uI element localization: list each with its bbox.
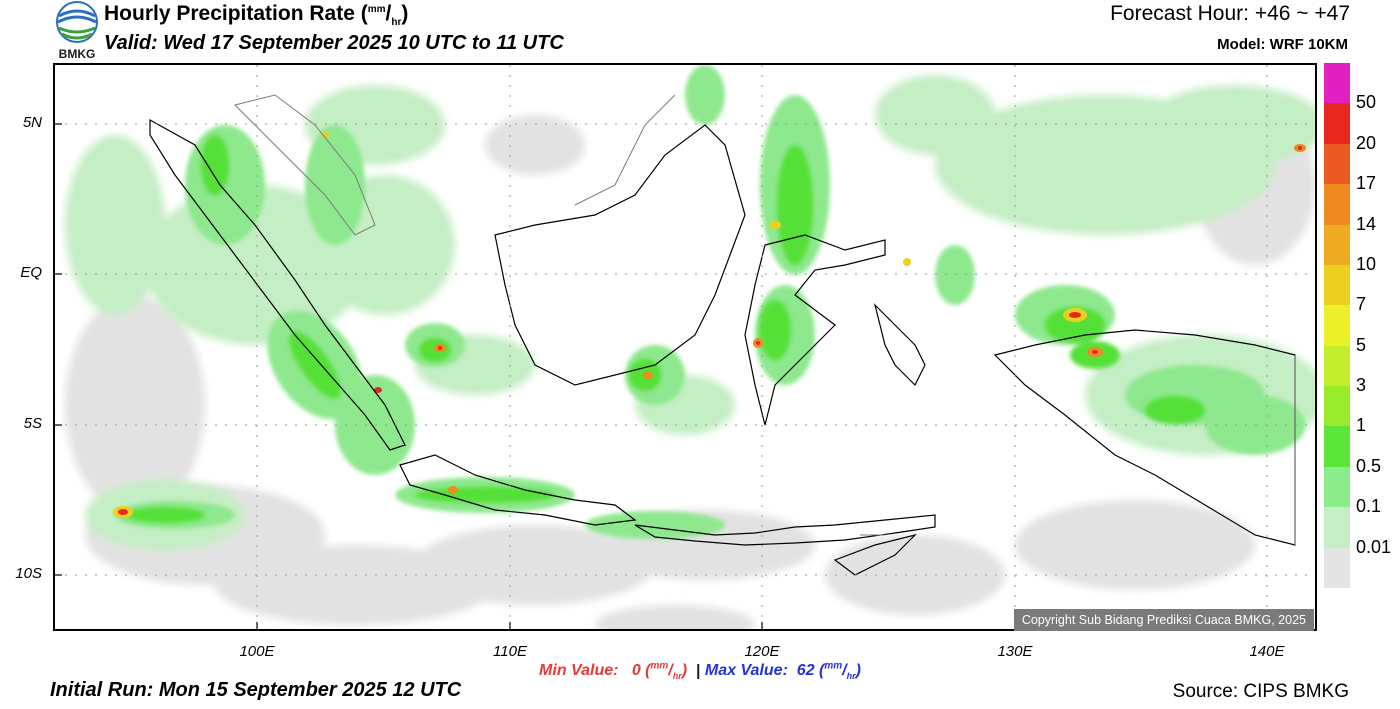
graticule [55, 65, 1315, 629]
intense-rain-cells [113, 132, 1306, 518]
title-text: Hourly Precipitation Rate ( [104, 2, 368, 25]
source-credit: Source: CIPS BMKG [1172, 681, 1349, 702]
colorbar-label: 0.5 [1356, 455, 1382, 476]
colorbar-label: 17 [1356, 173, 1377, 194]
lon-label-110e: 110E [493, 643, 527, 660]
colorbar-label: 5 [1356, 334, 1367, 355]
max-value: 62 [796, 662, 815, 680]
colorbar-label: 0.1 [1356, 496, 1382, 517]
max-unit-top: mm [824, 661, 843, 672]
colorbar-segment [1324, 547, 1350, 589]
logo-text: BMKG [58, 47, 96, 61]
lon-label-130e: 130E [997, 643, 1033, 660]
lon-label-140e: 140E [1249, 643, 1285, 660]
colorbar [1324, 63, 1350, 589]
colorbar-label: 0.01 [1356, 536, 1392, 557]
colorbar-segment [1324, 426, 1350, 468]
bmkg-logo: BMKG [54, 0, 100, 62]
min-unit-bottom: hr [672, 671, 682, 682]
forecast-hour: Forecast Hour: +46 ~ +47 [1110, 2, 1350, 25]
country-borders [234, 94, 1296, 545]
title-close: ) [401, 2, 409, 25]
colorbar-label: 20 [1356, 132, 1377, 153]
map-canvas [55, 65, 1315, 629]
min-label: Min Value: [539, 662, 619, 680]
lat-label-10s: 10S [15, 565, 42, 582]
colorbar-label: 7 [1356, 294, 1367, 315]
lat-label-eq: EQ [20, 264, 42, 281]
colorbar-segment [1324, 63, 1350, 104]
colorbar-label: 1 [1356, 415, 1367, 436]
colorbar-segment [1324, 466, 1350, 508]
min-max-separator: | [695, 662, 701, 680]
colorbar-label: 14 [1356, 213, 1377, 234]
colorbar-segment [1324, 345, 1350, 387]
colorbar-segment [1324, 103, 1350, 145]
title-unit-top: mm [367, 4, 386, 15]
colorbar-segment [1324, 386, 1350, 427]
initial-run: Initial Run: Mon 15 September 2025 12 UT… [50, 679, 462, 701]
max-label: Max Value: [704, 662, 788, 680]
colorbar-label: 3 [1356, 375, 1367, 396]
valid-time: Valid: Wed 17 September 2025 10 UTC to 1… [104, 32, 564, 54]
lon-label-120e: 120E [744, 643, 780, 660]
colorbar-label: 50 [1356, 92, 1377, 113]
min-value: 0 [631, 662, 641, 680]
colorbar-segment [1324, 507, 1350, 549]
colorbar-segment [1324, 143, 1350, 185]
chart-title: Hourly Precipitation Rate (mm/hr) [104, 2, 408, 28]
min-unit-top: mm [650, 661, 669, 672]
model-name: Model: WRF 10KM [1217, 36, 1348, 53]
colorbar-segment [1324, 305, 1350, 347]
lat-label-5n: 5N [22, 114, 42, 131]
bmkg-emblem-icon [56, 1, 98, 43]
copyright-notice: Copyright Sub Bidang Prediksi Cuaca BMKG… [1013, 609, 1314, 631]
colorbar-segment [1324, 264, 1350, 306]
colorbar-segment [1324, 184, 1350, 226]
lat-label-5s: 5S [23, 415, 42, 432]
max-value-group: Max Value: 62 (mm/hr) [704, 661, 861, 682]
max-unit-bottom: hr [846, 671, 856, 682]
title-unit-bottom: hr [391, 17, 402, 29]
precipitation-map[interactable] [53, 63, 1317, 631]
min-value-group: Min Value: 0 (mm/hr) [539, 661, 688, 682]
colorbar-label: 10 [1356, 253, 1377, 274]
colorbar-segment [1324, 224, 1350, 266]
min-max-values: Min Value: 0 (mm/hr) | Max Value: 62 (mm… [0, 661, 1400, 682]
lon-label-100e: 100E [239, 643, 275, 660]
title-unit-slash: / [385, 2, 392, 25]
